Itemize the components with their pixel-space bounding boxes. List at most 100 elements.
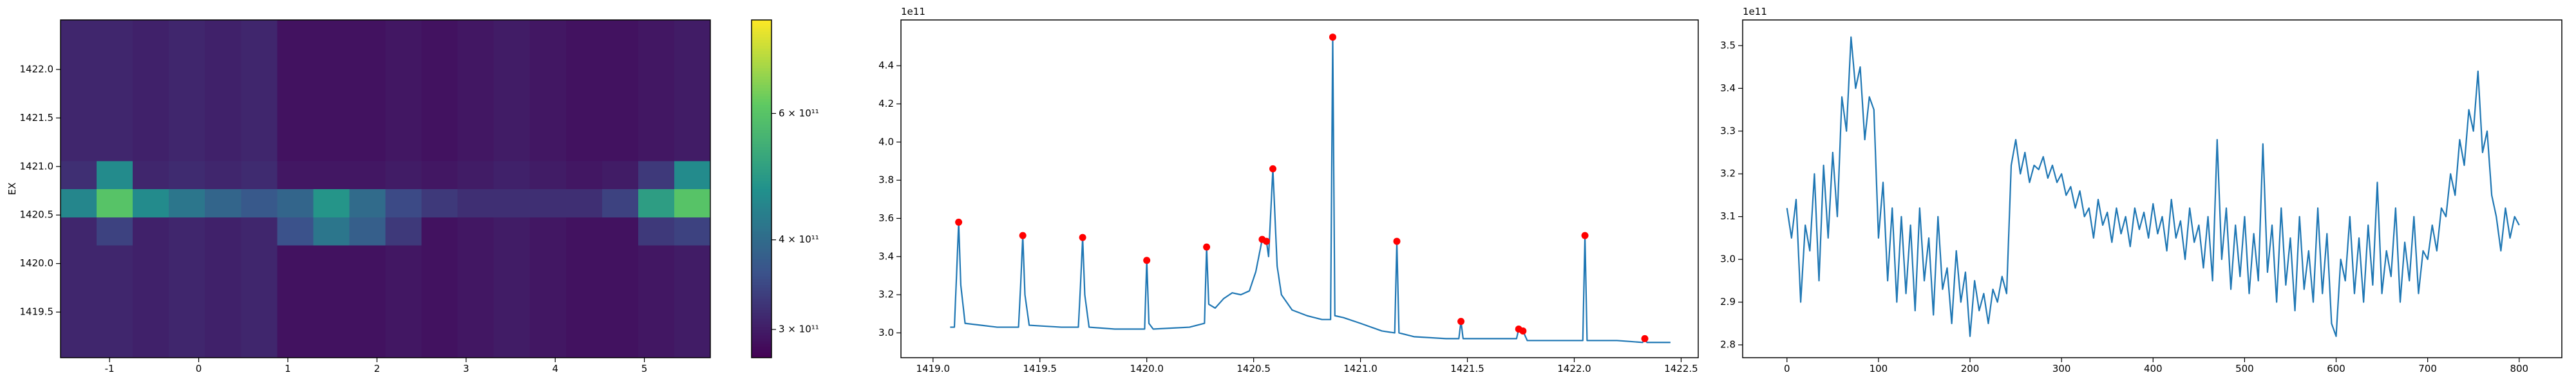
heatmap-cell [529, 273, 567, 302]
colorbar-segment [752, 301, 772, 305]
heatmap-cell [421, 48, 459, 77]
heatmap-cell [169, 48, 205, 77]
heatmap-cell [601, 329, 639, 358]
colorbar-segment [752, 318, 772, 322]
heatmap-cell [385, 245, 422, 274]
x-tick-label: 400 [2144, 363, 2163, 374]
y-tick-label: 1420.5 [20, 209, 54, 221]
colorbar-segment [752, 228, 772, 232]
heatmap-cell [133, 48, 169, 77]
colorbar-segment [752, 332, 772, 336]
heatmap-cell [421, 245, 459, 274]
colorbar-segment [752, 264, 772, 268]
colorbar-segment [752, 242, 772, 246]
heatmap-cell [61, 329, 97, 358]
heatmap-cell [349, 188, 386, 217]
colorbar-segment [752, 281, 772, 285]
colorbar-segment [752, 217, 772, 221]
heatmap-cell [421, 188, 459, 217]
heatmap-cell [97, 20, 133, 49]
peak-marker [1393, 237, 1401, 245]
heatmap-cell [674, 273, 711, 302]
colorbar-segment [752, 349, 772, 353]
heatmap-cell [97, 273, 133, 302]
heatmap-cell [638, 20, 675, 49]
heatmap-cell [457, 188, 495, 217]
colorbar-segment [752, 160, 772, 164]
colorbar-tick-label: 3 × 10¹¹ [779, 324, 819, 335]
heatmap-cell [205, 48, 242, 77]
heatmap-cell [349, 245, 386, 274]
colorbar-segment [752, 127, 772, 131]
colorbar-segment [752, 53, 772, 57]
heatmap-cell [61, 76, 97, 105]
colorbar-segment [752, 315, 772, 319]
heatmap-cell [493, 104, 531, 133]
heatmap-cell [241, 217, 278, 246]
heatmap-cell [421, 217, 459, 246]
x-tick-label: 1419.5 [1023, 363, 1057, 374]
heatmap-cell [97, 245, 133, 274]
colorbar-segment [752, 234, 772, 237]
colorbar-segment [752, 290, 772, 293]
x-tick-label: 1420.0 [1130, 363, 1164, 374]
heatmap-cell [313, 104, 350, 133]
colorbar-segment [752, 174, 772, 178]
heatmap-cell [349, 217, 386, 246]
colorbar-tick-label: 6 × 10¹¹ [779, 107, 819, 119]
heatmap-cell [638, 217, 675, 246]
x-tick-label: 5 [641, 363, 648, 374]
heatmap-cell [169, 188, 205, 217]
heatmap-cell [674, 76, 711, 105]
y-tick-label: 4.0 [878, 136, 894, 147]
colorbar-segment [752, 231, 772, 235]
colorbar-segment [752, 152, 772, 156]
peak-marker [1263, 237, 1271, 245]
heatmap-cell [674, 245, 711, 274]
heatmap-cell [205, 188, 242, 217]
heatmap-cell [493, 188, 531, 217]
colorbar-segment [752, 65, 772, 68]
heatmap-cell [349, 273, 386, 302]
heatmap-cell [565, 76, 603, 105]
heatmap-cell [61, 104, 97, 133]
colorbar-segment [752, 59, 772, 63]
heatmap-cell [241, 329, 278, 358]
heatmap-cell [601, 301, 639, 330]
x-tick-label: 700 [2418, 363, 2437, 374]
colorbar-segment [752, 20, 772, 23]
heatmap-cell [385, 160, 422, 189]
heatmap-cell [674, 104, 711, 133]
colorbar-segment [752, 253, 772, 257]
heatmap-cell [601, 245, 639, 274]
colorbar-segment [752, 284, 772, 288]
colorbar-segment [752, 48, 772, 51]
colorbar-segment [752, 143, 772, 147]
heatmap-cell [61, 217, 97, 246]
heatmap-cell [385, 20, 422, 49]
heatmap-cell [674, 133, 711, 161]
heatmap-cell [638, 188, 675, 217]
heatmap-cell [97, 301, 133, 330]
peak-marker [1329, 33, 1336, 41]
heatmap-cell [313, 245, 350, 274]
colorbar-segment [752, 28, 772, 32]
colorbar-segment [752, 338, 772, 342]
peak-marker [1641, 335, 1649, 342]
heatmap-cell [457, 104, 495, 133]
heatmap-cell [313, 76, 350, 105]
y-tick-label: 3.2 [1720, 168, 1736, 179]
heatmap-cell [457, 133, 495, 161]
heatmap-cell [565, 188, 603, 217]
heatmap-cell [61, 133, 97, 161]
heatmap-cell [493, 273, 531, 302]
colorbar-segment [752, 188, 772, 192]
heatmap-cell [638, 160, 675, 189]
heatmap-cell [385, 301, 422, 330]
heatmap-cell [493, 133, 531, 161]
heatmap-cell [565, 160, 603, 189]
colorbar-segment [752, 239, 772, 243]
peak-marker [955, 218, 963, 226]
heatmap-cell [674, 20, 711, 49]
heatmap-cell [421, 104, 459, 133]
